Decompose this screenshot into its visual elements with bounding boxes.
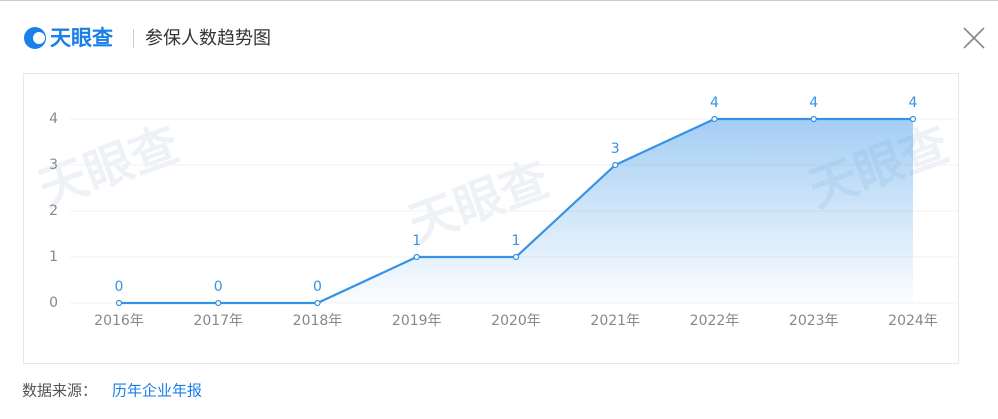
logo-text: 天眼查	[50, 26, 113, 50]
close-button[interactable]	[963, 27, 985, 49]
value-label: 1	[412, 233, 421, 249]
value-label: 0	[214, 279, 223, 295]
y-tick-label: 1	[49, 249, 58, 265]
point	[512, 253, 520, 261]
area	[119, 119, 913, 303]
x-tick-label: 2017年	[193, 313, 243, 329]
point	[314, 299, 321, 307]
point	[413, 253, 420, 261]
value-label: 0	[115, 279, 124, 295]
point	[612, 161, 619, 169]
x-tick-label: 2018年	[293, 313, 343, 329]
x-tick-label: 2016年	[94, 313, 144, 329]
x-tick-label: 2023年	[789, 313, 839, 329]
y-tick-label: 2	[49, 203, 58, 219]
point	[909, 115, 917, 123]
close-stroke	[963, 27, 985, 49]
y-tick-label: 4	[49, 111, 58, 127]
x-tick-label: 2022年	[690, 313, 740, 329]
x-tick-label: 2024年	[888, 313, 938, 329]
value-label: 4	[909, 95, 918, 111]
y-tick-label: 3	[49, 157, 58, 173]
dialog-title: 参保人数趋势图	[145, 28, 271, 49]
source-link[interactable]: 历年企业年报	[112, 382, 202, 400]
x-tick-label: 2020年	[491, 313, 541, 329]
point	[115, 299, 123, 307]
logo: 天眼查	[24, 26, 113, 50]
chart-box	[23, 73, 959, 364]
point	[810, 115, 817, 123]
source-label: 数据来源：	[22, 382, 97, 400]
y-tick-label: 0	[49, 295, 58, 311]
value-label: 4	[809, 95, 818, 111]
logo-icon-cut	[33, 32, 45, 44]
value-label: 1	[512, 233, 521, 249]
point	[711, 115, 718, 123]
value-label: 4	[710, 95, 719, 111]
value-label: 0	[313, 279, 322, 295]
point	[215, 299, 222, 307]
x-tick-label: 2019年	[392, 313, 442, 329]
value-label: 3	[611, 141, 620, 157]
x-tick-label: 2021年	[590, 313, 640, 329]
